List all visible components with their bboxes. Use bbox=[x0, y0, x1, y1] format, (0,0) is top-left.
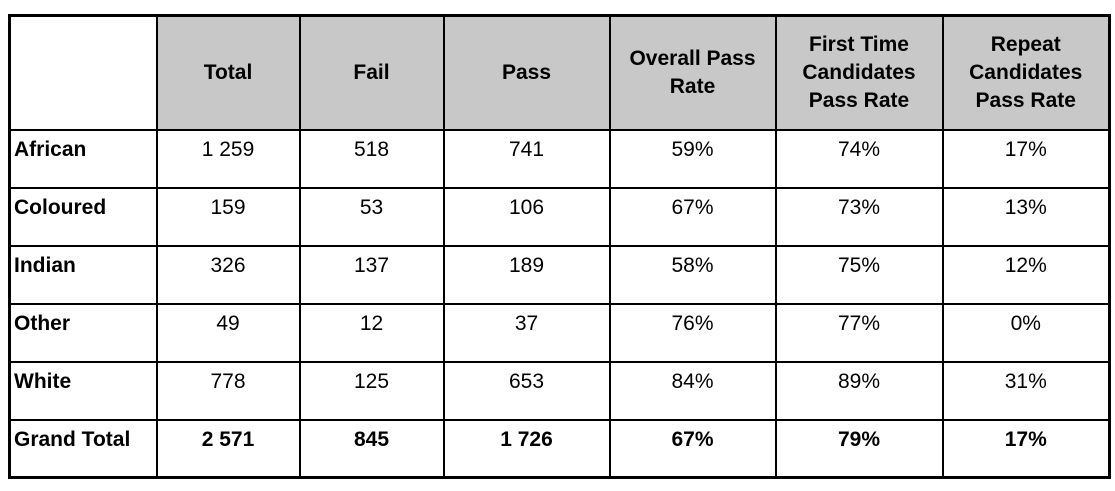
table-cell: 49 bbox=[155, 302, 301, 363]
table-cell: 12 bbox=[298, 302, 445, 363]
table-cell: 12% bbox=[941, 244, 1111, 305]
column-header-fail: Fail bbox=[298, 14, 445, 131]
pass-rate-table: Total Fail Pass Overall Pass Rate First … bbox=[8, 14, 1111, 479]
table-cell: 75% bbox=[774, 244, 944, 305]
column-header-overall-pass-rate: Overall Pass Rate bbox=[608, 14, 777, 131]
table-row-grand-total: Grand Total 2 571 845 1 726 67% 79% 17% bbox=[8, 418, 1111, 479]
table-cell: 741 bbox=[442, 128, 611, 189]
table-cell: 845 bbox=[298, 418, 445, 479]
table-cell: 31% bbox=[941, 360, 1111, 421]
table-cell: 17% bbox=[941, 418, 1111, 479]
table-cell: 58% bbox=[608, 244, 777, 305]
table-cell: 0% bbox=[941, 302, 1111, 363]
table-cell: 1 259 bbox=[155, 128, 301, 189]
table-cell: 79% bbox=[774, 418, 944, 479]
table-cell: 77% bbox=[774, 302, 944, 363]
table-cell: 89% bbox=[774, 360, 944, 421]
table-cell: 67% bbox=[608, 418, 777, 479]
column-header-repeat-pass-rate: Repeat Candidates Pass Rate bbox=[941, 14, 1111, 131]
table-cell: 518 bbox=[298, 128, 445, 189]
table-row-african: African 1 259 518 741 59% 74% 17% bbox=[8, 128, 1111, 189]
table-cell: 2 571 bbox=[155, 418, 301, 479]
table-row-indian: Indian 326 137 189 58% 75% 12% bbox=[8, 244, 1111, 305]
table-cell: 76% bbox=[608, 302, 777, 363]
table-cell: 13% bbox=[941, 186, 1111, 247]
table-cell: 326 bbox=[155, 244, 301, 305]
table-cell: 653 bbox=[442, 360, 611, 421]
column-header-total: Total bbox=[155, 14, 301, 131]
corner-cell bbox=[8, 14, 158, 131]
column-header-pass: Pass bbox=[442, 14, 611, 131]
row-label: Indian bbox=[8, 244, 158, 305]
table-cell: 53 bbox=[298, 186, 445, 247]
table-cell: 73% bbox=[774, 186, 944, 247]
table-cell: 84% bbox=[608, 360, 777, 421]
table-cell: 125 bbox=[298, 360, 445, 421]
table-header-row: Total Fail Pass Overall Pass Rate First … bbox=[8, 14, 1111, 131]
row-label: African bbox=[8, 128, 158, 189]
table-cell: 778 bbox=[155, 360, 301, 421]
table-row-coloured: Coloured 159 53 106 67% 73% 13% bbox=[8, 186, 1111, 247]
table-cell: 17% bbox=[941, 128, 1111, 189]
table-cell: 189 bbox=[442, 244, 611, 305]
row-label: White bbox=[8, 360, 158, 421]
table-cell: 159 bbox=[155, 186, 301, 247]
table-cell: 37 bbox=[442, 302, 611, 363]
column-header-first-time-pass-rate: First Time Candidates Pass Rate bbox=[774, 14, 944, 131]
row-label: Other bbox=[8, 302, 158, 363]
table-cell: 137 bbox=[298, 244, 445, 305]
table-cell: 106 bbox=[442, 186, 611, 247]
table-cell: 67% bbox=[608, 186, 777, 247]
table-cell: 1 726 bbox=[442, 418, 611, 479]
table-cell: 59% bbox=[608, 128, 777, 189]
table-cell: 74% bbox=[774, 128, 944, 189]
table-row-white: White 778 125 653 84% 89% 31% bbox=[8, 360, 1111, 421]
table-row-other: Other 49 12 37 76% 77% 0% bbox=[8, 302, 1111, 363]
row-label: Coloured bbox=[8, 186, 158, 247]
row-label: Grand Total bbox=[8, 418, 158, 479]
